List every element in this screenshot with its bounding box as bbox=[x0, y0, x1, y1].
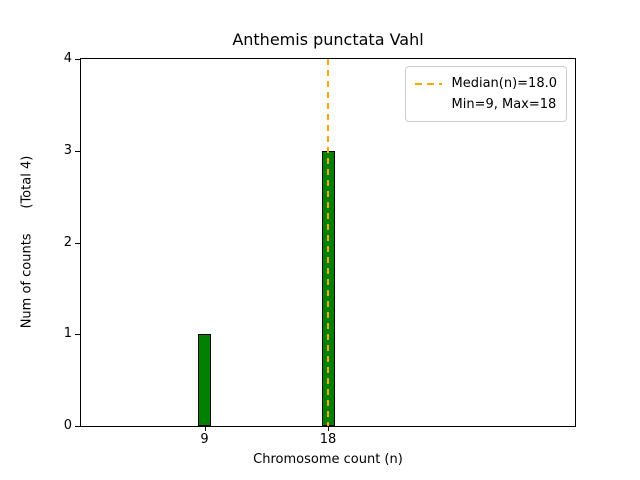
median-dashed-line-swatch bbox=[415, 82, 443, 85]
plot-area: Median(n)=18.0 Min=9, Max=18 bbox=[80, 58, 576, 427]
empty-legend-swatch bbox=[415, 104, 442, 106]
median-line bbox=[327, 59, 329, 426]
y-axis-label: Num of counts (Total 4) bbox=[19, 155, 35, 329]
bar-x9 bbox=[198, 334, 211, 426]
chart-title: Anthemis punctata Vahl bbox=[232, 30, 424, 49]
legend-row-median: Median(n)=18.0 bbox=[415, 73, 557, 94]
x-tick-mark bbox=[328, 426, 329, 431]
y-tick-mark bbox=[75, 242, 80, 244]
y-tick-label-1: 1 bbox=[63, 326, 72, 342]
legend-label-median: Median(n)=18.0 bbox=[451, 76, 557, 91]
y-tick-label-4: 4 bbox=[63, 51, 72, 66]
y-tick-mark bbox=[75, 150, 80, 152]
x-tick-label-18: 18 bbox=[319, 432, 337, 447]
x-tick-label-9: 9 bbox=[200, 432, 209, 447]
y-tick-label-2: 2 bbox=[63, 234, 72, 250]
legend: Median(n)=18.0 Min=9, Max=18 bbox=[405, 66, 567, 122]
x-tick-mark bbox=[204, 426, 206, 431]
y-tick-label-0: 0 bbox=[63, 418, 72, 433]
x-axis-label: Chromosome count (n) bbox=[253, 452, 403, 467]
legend-label-minmax: Min=9, Max=18 bbox=[451, 97, 557, 112]
y-tick-mark bbox=[75, 59, 80, 60]
y-tick-label-3: 3 bbox=[63, 142, 72, 158]
y-tick-mark bbox=[75, 334, 80, 336]
legend-row-minmax: Min=9, Max=18 bbox=[415, 94, 557, 115]
y-tick-mark bbox=[75, 426, 80, 427]
